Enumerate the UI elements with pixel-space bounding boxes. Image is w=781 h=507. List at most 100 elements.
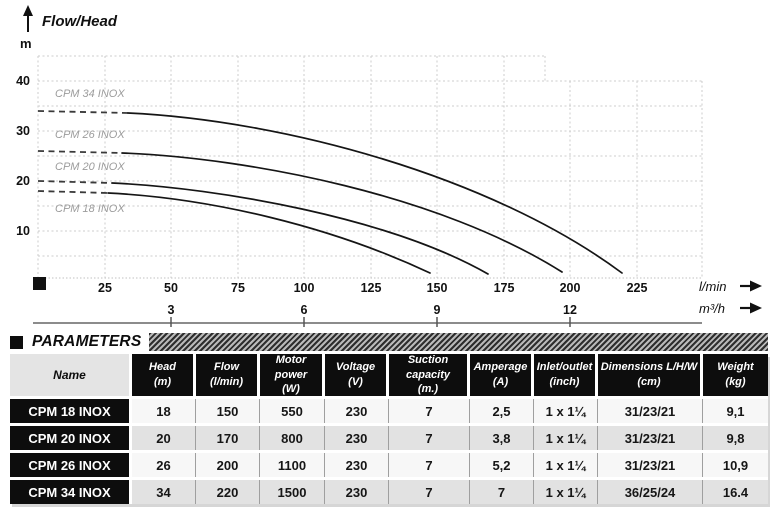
column-label: Suction capacity: [405, 353, 451, 381]
x-tick: 175: [494, 281, 515, 295]
column-header-motor-power: Motor power (W): [260, 354, 325, 396]
table-cell: 7: [389, 453, 470, 477]
m3h-tick: 3: [168, 303, 175, 317]
table-cell: 7: [389, 399, 470, 423]
curve-cpm-26: [121, 152, 563, 273]
curve-cpm-34: [127, 112, 623, 274]
parameters-title-bar: PARAMETERS: [10, 332, 768, 352]
curve-start-cpm-20: [37, 180, 113, 184]
column-header-amperage: Amperage (A): [470, 354, 534, 396]
table-cell: 3,8: [470, 426, 534, 450]
table-cell: 800: [260, 426, 325, 450]
column-unit: (cm): [637, 376, 661, 388]
x-tick: 225: [627, 281, 648, 295]
chart-title: Flow/Head: [42, 13, 118, 30]
curve-label-cpm-20: CPM 20 INOX: [55, 161, 125, 173]
curve-start-cpm-26: [37, 150, 123, 154]
y-tick: 40: [16, 74, 30, 88]
curve-start-cpm-34: [37, 110, 129, 114]
y-axis-unit: m: [20, 36, 32, 51]
table-cell: 230: [325, 399, 389, 423]
column-label: Name: [53, 367, 86, 382]
table-cell: 550: [260, 399, 325, 423]
x-axis-unit-lmin: l/min: [699, 279, 726, 294]
right-arrow-icon: [740, 302, 762, 314]
row-name: CPM 18 INOX: [10, 399, 132, 423]
curve-cpm-20: [111, 182, 489, 275]
m3h-tick: 12: [563, 303, 577, 317]
x-tick: 100: [294, 281, 315, 295]
column-label: Voltage: [335, 361, 376, 374]
table-cell: 150: [196, 399, 260, 423]
table-cell: 20: [132, 426, 196, 450]
table-cell: 16.4: [703, 480, 768, 504]
origin-marker: [33, 277, 46, 290]
table-cell: 1100: [260, 453, 325, 477]
m3h-tick: 9: [434, 303, 441, 317]
table-cell: 1 x 1¼: [534, 480, 598, 504]
curve-label-cpm-34: CPM 34 INOX: [55, 88, 125, 100]
table-cell: 170: [196, 426, 260, 450]
y-tick: 20: [16, 174, 30, 188]
column-unit: (W): [282, 383, 300, 396]
table-cell: 1500: [260, 480, 325, 504]
column-label: Head: [149, 361, 176, 374]
column-header-head: Head (m): [132, 354, 196, 396]
right-arrow-icon: [740, 280, 762, 292]
y-tick: 10: [16, 224, 30, 238]
column-label: Flow: [213, 361, 240, 374]
row-name: CPM 20 INOX: [10, 426, 132, 450]
column-unit: (kg): [725, 376, 746, 388]
column-header-flow: Flow (l/min): [196, 354, 260, 396]
table-cell: 2,5: [470, 399, 534, 423]
table-cell: 9,8: [703, 426, 768, 450]
table-cell: 31/23/21: [598, 399, 703, 423]
hatch-band: [149, 333, 768, 351]
y-axis-arrow-icon: [23, 5, 33, 32]
table-cell: 9,1: [703, 399, 768, 423]
column-header-suction-capacity: Suction capacity (m.): [389, 354, 470, 396]
table-cell: 5,2: [470, 453, 534, 477]
column-label: Inlet/outlet: [536, 361, 593, 374]
row-name: CPM 34 INOX: [10, 480, 132, 504]
flow-head-chart: Flow/Head m 40 30 20 10 CPM 34 INOX CPM …: [16, 5, 762, 327]
x-tick: 125: [361, 281, 382, 295]
table-cell: 230: [325, 453, 389, 477]
table-cell: 1 x 1¼: [534, 426, 598, 450]
column-label: Weight: [717, 361, 754, 374]
table-cell: 31/23/21: [598, 426, 703, 450]
column-unit: (l/min): [210, 376, 243, 388]
x-tick: 150: [427, 281, 448, 295]
column-label: Motor power: [274, 353, 308, 381]
table-cell: 230: [325, 480, 389, 504]
column-unit: (m): [153, 376, 172, 388]
column-unit: (m.): [417, 383, 439, 396]
table-cell: 26: [132, 453, 196, 477]
parameters-section: PARAMETERS Name Head (m) Flow (l/min) Moto…: [10, 332, 768, 504]
table-cell: 220: [196, 480, 260, 504]
table-cell: 7: [389, 480, 470, 504]
column-unit: (A): [492, 376, 509, 388]
m3h-tick: 6: [301, 303, 308, 317]
column-unit: (V): [348, 376, 363, 388]
column-header-inlet-outlet: Inlet/outlet (inch): [534, 354, 598, 396]
column-label: Amperage: [473, 361, 528, 374]
table-cell: 18: [132, 399, 196, 423]
column-header-dimensions: Dimensions L/H/W (cm): [598, 354, 703, 396]
curve-label-cpm-18: CPM 18 INOX: [55, 203, 125, 215]
parameters-title: PARAMETERS: [32, 333, 142, 350]
column-header-weight: Weight (kg): [703, 354, 768, 396]
x-tick: 75: [231, 281, 245, 295]
x-tick: 50: [164, 281, 178, 295]
table-cell: 1 x 1¼: [534, 453, 598, 477]
column-header-name: Name: [10, 354, 132, 396]
table-cell: 1 x 1¼: [534, 399, 598, 423]
parameters-table: Name Head (m) Flow (l/min) Motor power (W) …: [10, 354, 768, 504]
table-cell: 7: [389, 426, 470, 450]
chart-grid: [37, 55, 703, 279]
table-cell: 10,9: [703, 453, 768, 477]
column-header-voltage: Voltage (V): [325, 354, 389, 396]
curve-cpm-18: [107, 192, 431, 274]
parameters-bullet-icon: [10, 335, 23, 349]
